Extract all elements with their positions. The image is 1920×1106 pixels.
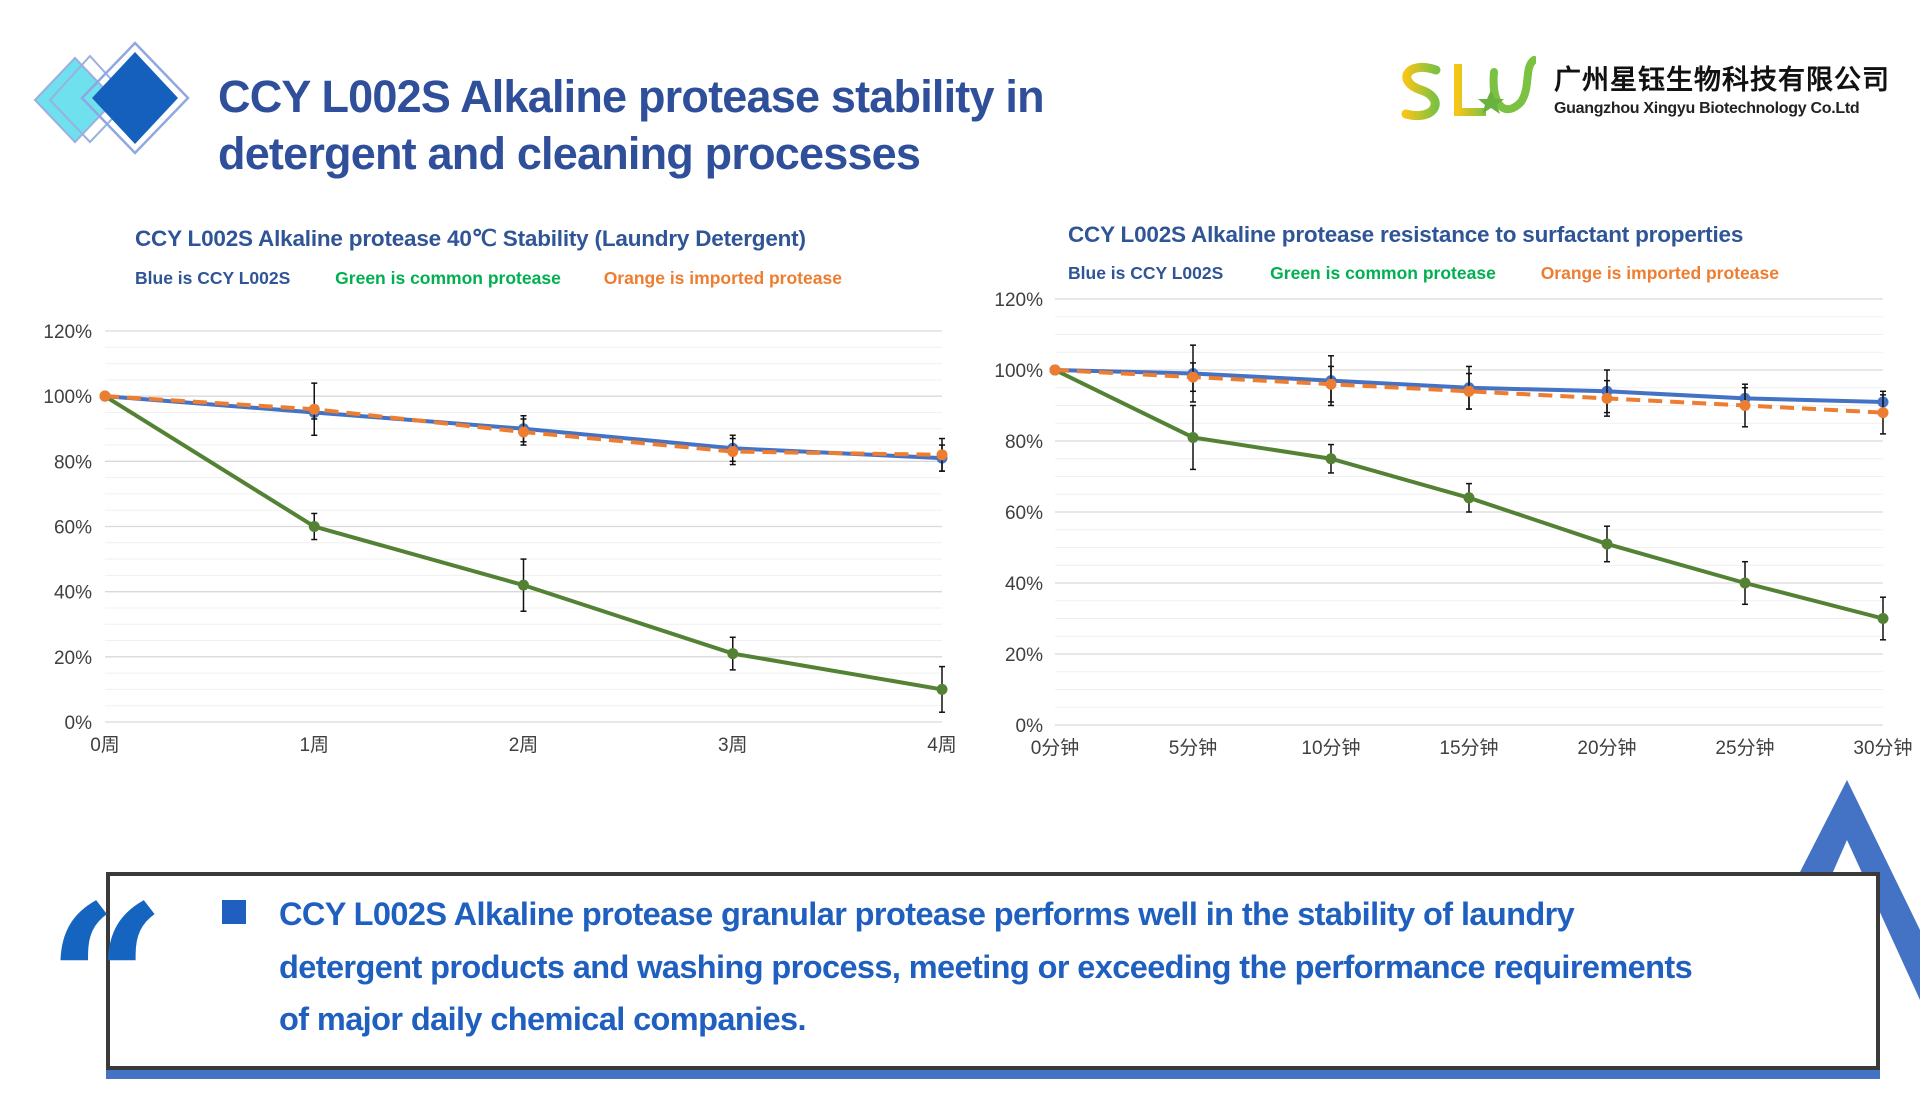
- data-point: [99, 390, 111, 402]
- y-tick-label: 120%: [43, 322, 92, 343]
- y-tick-label: 0%: [65, 713, 93, 734]
- diamond-decoration-icon: [33, 41, 190, 155]
- data-point: [1463, 492, 1475, 504]
- y-tick-label: 60%: [54, 518, 92, 539]
- sly-logo-icon: [1401, 56, 1536, 120]
- y-tick-label: 40%: [54, 583, 92, 604]
- y-tick-label: 120%: [994, 290, 1043, 311]
- data-point: [1187, 371, 1199, 383]
- data-point: [1601, 538, 1613, 550]
- legend-orange: Orange is imported protease: [1540, 263, 1779, 283]
- bullet-square-icon: [222, 900, 246, 924]
- y-tick-label: 80%: [54, 452, 92, 473]
- data-point: [308, 403, 320, 415]
- data-point: [1601, 392, 1613, 404]
- title-line-2: detergent and cleaning processes: [218, 128, 921, 179]
- chart2-surfactant-resistance: 0% 20% 40% 60% 80% 100% 120% 0分钟 5分钟 10分钟 15分钟 20分钟…: [994, 290, 1912, 759]
- x-tick-label: 10分钟: [1301, 737, 1360, 759]
- data-point: [1877, 407, 1889, 419]
- chart1-laundry-stability: 0% 20% 40% 60% 80% 100% 120% 0周 1周 2周 3周 4周: [43, 322, 957, 756]
- data-point: [1739, 577, 1751, 589]
- data-point: [936, 449, 948, 461]
- summary-text: CCY L002S Alkaline protease granular pro…: [279, 888, 1693, 1046]
- data-point: [936, 683, 948, 695]
- x-tick-label: 1周: [299, 735, 329, 756]
- y-tick-label: 20%: [54, 648, 92, 669]
- legend-green: Green is common protease: [1270, 263, 1496, 283]
- x-tick-label: 2周: [509, 735, 539, 756]
- summary-box: [106, 872, 1880, 1070]
- chart1-title: CCY L002S Alkaline protease 40℃ Stabilit…: [135, 226, 806, 251]
- summary-line-1: CCY L002S Alkaline protease granular pro…: [279, 896, 1575, 932]
- legend-green: Green is common protease: [335, 268, 561, 288]
- x-tick-label: 30分钟: [1853, 737, 1912, 759]
- x-tick-label: 3周: [718, 735, 748, 756]
- company-logo: 广州星钰生物科技有限公司 Guangzhou Xingyu Biotechnol…: [1396, 52, 1896, 128]
- data-point: [518, 426, 529, 438]
- data-point: [727, 446, 739, 458]
- x-tick-label: 0周: [90, 735, 120, 756]
- y-tick-label: 40%: [1005, 574, 1043, 595]
- chart1-legend: Blue is CCY L002S Green is common protea…: [135, 268, 842, 289]
- data-point: [1325, 378, 1337, 390]
- legend-blue: Blue is CCY L002S: [1068, 263, 1224, 283]
- y-tick-label: 100%: [43, 387, 92, 408]
- y-tick-label: 60%: [1005, 503, 1043, 524]
- legend-blue: Blue is CCY L002S: [135, 268, 291, 288]
- x-tick-label: 15分钟: [1439, 737, 1498, 759]
- data-point: [1877, 613, 1889, 624]
- data-point: [1463, 385, 1475, 397]
- company-name-en: Guangzhou Xingyu Biotechnology Co.Ltd: [1554, 100, 1860, 117]
- x-tick-label: 5分钟: [1169, 737, 1218, 759]
- summary-line-2: detergent products and washing process, …: [279, 948, 1693, 985]
- title-line-1: CCY L002S Alkaline protease stability in: [218, 71, 1045, 122]
- chart2-legend: Blue is CCY L002S Green is common protea…: [1068, 263, 1779, 284]
- quote-mark-icon: “: [46, 859, 167, 1106]
- data-point: [727, 648, 739, 660]
- company-name-cn: 广州星钰生物科技有限公司: [1554, 65, 1890, 96]
- x-tick-label: 0分钟: [1031, 737, 1080, 759]
- summary-line-3: of major daily chemical companies.: [279, 1001, 806, 1037]
- y-tick-label: 80%: [1005, 432, 1043, 453]
- y-tick-label: 20%: [1005, 645, 1043, 666]
- x-tick-label: 4周: [927, 735, 957, 756]
- y-tick-label: 0%: [1016, 716, 1044, 737]
- legend-orange: Orange is imported protease: [603, 268, 842, 288]
- data-point: [518, 579, 529, 591]
- data-point: [1739, 400, 1751, 411]
- y-tick-label: 100%: [994, 361, 1043, 382]
- page-title: CCY L002S Alkaline protease stability in…: [218, 68, 1045, 182]
- data-point: [1325, 453, 1337, 465]
- data-point: [308, 521, 320, 532]
- x-tick-label: 25分钟: [1715, 737, 1774, 759]
- x-tick-label: 20分钟: [1577, 737, 1636, 759]
- chart2-title: CCY L002S Alkaline protease resistance t…: [1068, 222, 1744, 247]
- data-point: [1187, 431, 1199, 443]
- data-point: [1049, 364, 1061, 376]
